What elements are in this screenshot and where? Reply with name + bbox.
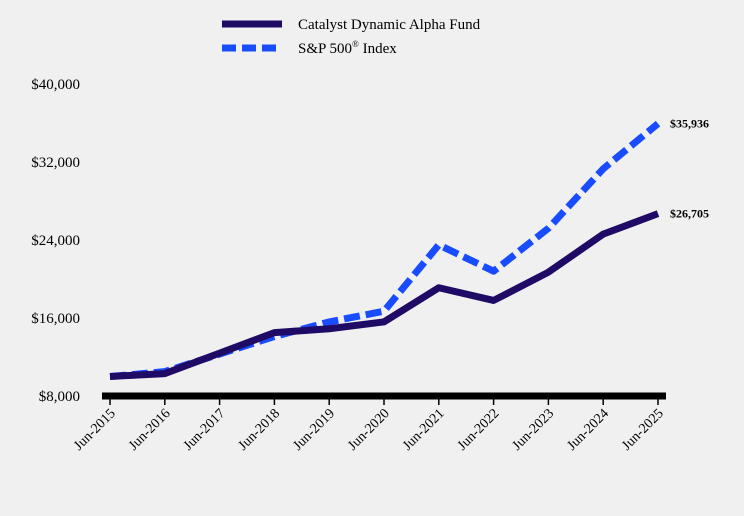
end-labels: $26,705 $35,936 xyxy=(670,117,709,221)
legend-label-fund: Catalyst Dynamic Alpha Fund xyxy=(298,17,481,33)
y-tick-label: $24,000 xyxy=(31,233,80,249)
x-tick-label: Jun-2024 xyxy=(565,406,612,453)
y-axis: $8,000 $16,000 $24,000 $32,000 $40,000 xyxy=(31,77,80,405)
y-tick-label: $8,000 xyxy=(39,389,80,405)
y-tick-label: $32,000 xyxy=(31,155,80,171)
x-tick-label: Jun-2022 xyxy=(455,406,502,453)
x-tick-label: Jun-2025 xyxy=(619,406,666,453)
series-line-fund xyxy=(109,210,660,380)
legend-label-index: S&P 500® Index xyxy=(298,39,397,57)
y-tick-label: $40,000 xyxy=(31,77,80,93)
legend-label-index-main: S&P 500 xyxy=(298,41,352,57)
x-tick-label: Jun-2018 xyxy=(236,406,283,453)
legend-label-index-sup: ® xyxy=(352,39,359,49)
end-label-index: $35,936 xyxy=(670,117,709,131)
x-tick-label: Jun-2015 xyxy=(71,406,118,453)
x-tick-label: Jun-2017 xyxy=(181,406,228,453)
x-tick-label: Jun-2023 xyxy=(510,406,557,453)
x-tick-label: Jun-2021 xyxy=(400,406,447,453)
x-tick-label: Jun-2020 xyxy=(345,406,392,453)
legend: Catalyst Dynamic Alpha Fund S&P 500® Ind… xyxy=(222,17,481,57)
series-layer xyxy=(109,120,661,380)
y-tick-label: $16,000 xyxy=(31,311,80,327)
x-tick-label: Jun-2016 xyxy=(126,406,173,453)
end-label-fund: $26,705 xyxy=(670,207,709,221)
x-tick-label: Jun-2019 xyxy=(291,406,338,453)
legend-label-index-rest: Index xyxy=(359,41,397,57)
x-axis: Jun-2015 Jun-2016 Jun-2017 Jun-2018 Jun-2019… xyxy=(71,392,667,454)
